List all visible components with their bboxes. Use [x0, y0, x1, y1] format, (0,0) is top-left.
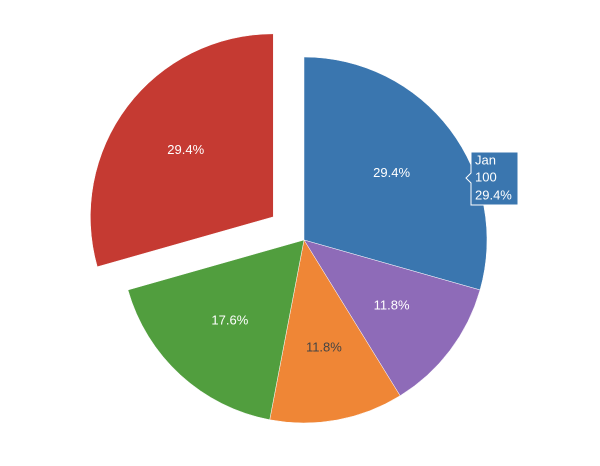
slice-label: 29.4% [167, 142, 204, 157]
slice-label: 17.6% [211, 312, 248, 327]
pie-slice [127, 239, 305, 421]
tooltip: Jan 100 29.4% [465, 151, 519, 206]
tooltip-box [465, 151, 519, 206]
tooltip-category: Jan [475, 152, 496, 167]
pie-slice [303, 56, 488, 291]
slice-label: 29.4% [373, 165, 410, 180]
pie-slice [90, 33, 274, 268]
pie-slice [303, 239, 481, 397]
pie-slice [269, 239, 401, 424]
tooltip-value: 100 [475, 169, 497, 184]
slice-label: 11.8% [374, 298, 410, 313]
tooltip-percent: 29.4% [475, 187, 512, 202]
pie: 29.4% 11.8% 11.8% 17.6% 29.4% [90, 33, 488, 424]
slice-label: 11.8% [306, 339, 342, 354]
